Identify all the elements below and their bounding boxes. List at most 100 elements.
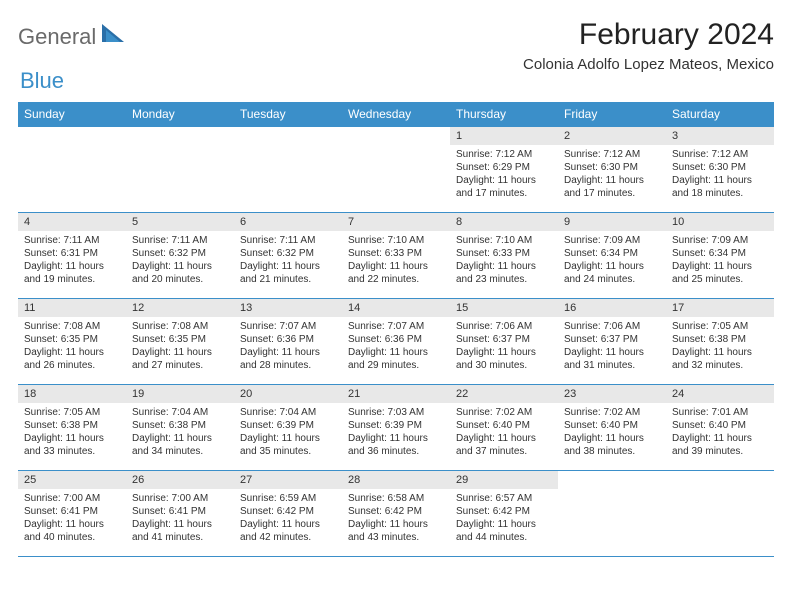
weekday-header: Wednesday — [342, 102, 450, 127]
weekday-header: Thursday — [450, 102, 558, 127]
day-data: Sunrise: 7:09 AMSunset: 6:34 PMDaylight:… — [666, 231, 774, 290]
day-number: 24 — [666, 385, 774, 403]
day-number: 14 — [342, 299, 450, 317]
day-number: 29 — [450, 471, 558, 489]
weekday-header-row: SundayMondayTuesdayWednesdayThursdayFrid… — [18, 102, 774, 127]
calendar-cell-empty — [234, 127, 342, 213]
calendar-row: 4Sunrise: 7:11 AMSunset: 6:31 PMDaylight… — [18, 213, 774, 299]
day-data: Sunrise: 7:02 AMSunset: 6:40 PMDaylight:… — [558, 403, 666, 462]
calendar-row: 11Sunrise: 7:08 AMSunset: 6:35 PMDayligh… — [18, 299, 774, 385]
calendar-cell: 9Sunrise: 7:09 AMSunset: 6:34 PMDaylight… — [558, 213, 666, 299]
calendar-cell: 16Sunrise: 7:06 AMSunset: 6:37 PMDayligh… — [558, 299, 666, 385]
day-data: Sunrise: 7:11 AMSunset: 6:31 PMDaylight:… — [18, 231, 126, 290]
day-number: 1 — [450, 127, 558, 145]
day-data: Sunrise: 7:12 AMSunset: 6:30 PMDaylight:… — [558, 145, 666, 204]
day-number: 26 — [126, 471, 234, 489]
calendar-row: 1Sunrise: 7:12 AMSunset: 6:29 PMDaylight… — [18, 127, 774, 213]
calendar-cell: 20Sunrise: 7:04 AMSunset: 6:39 PMDayligh… — [234, 385, 342, 471]
title-block: February 2024 Colonia Adolfo Lopez Mateo… — [523, 18, 774, 73]
logo-text-general: General — [18, 24, 96, 49]
calendar-cell: 8Sunrise: 7:10 AMSunset: 6:33 PMDaylight… — [450, 213, 558, 299]
day-number: 22 — [450, 385, 558, 403]
calendar-cell: 21Sunrise: 7:03 AMSunset: 6:39 PMDayligh… — [342, 385, 450, 471]
day-data: Sunrise: 7:07 AMSunset: 6:36 PMDaylight:… — [342, 317, 450, 376]
day-number: 3 — [666, 127, 774, 145]
calendar-cell-empty — [126, 127, 234, 213]
calendar-cell: 15Sunrise: 7:06 AMSunset: 6:37 PMDayligh… — [450, 299, 558, 385]
day-number: 4 — [18, 213, 126, 231]
calendar-cell: 1Sunrise: 7:12 AMSunset: 6:29 PMDaylight… — [450, 127, 558, 213]
day-number: 19 — [126, 385, 234, 403]
day-data: Sunrise: 7:11 AMSunset: 6:32 PMDaylight:… — [126, 231, 234, 290]
day-number: 12 — [126, 299, 234, 317]
logo-flag-icon — [102, 22, 130, 44]
calendar-cell: 28Sunrise: 6:58 AMSunset: 6:42 PMDayligh… — [342, 471, 450, 557]
calendar-cell: 23Sunrise: 7:02 AMSunset: 6:40 PMDayligh… — [558, 385, 666, 471]
day-data: Sunrise: 7:05 AMSunset: 6:38 PMDaylight:… — [666, 317, 774, 376]
calendar-cell: 19Sunrise: 7:04 AMSunset: 6:38 PMDayligh… — [126, 385, 234, 471]
day-data: Sunrise: 7:08 AMSunset: 6:35 PMDaylight:… — [18, 317, 126, 376]
weekday-header: Sunday — [18, 102, 126, 127]
day-number: 15 — [450, 299, 558, 317]
day-number: 13 — [234, 299, 342, 317]
day-number: 16 — [558, 299, 666, 317]
calendar-table: SundayMondayTuesdayWednesdayThursdayFrid… — [18, 102, 774, 557]
day-number: 5 — [126, 213, 234, 231]
day-number: 27 — [234, 471, 342, 489]
day-data: Sunrise: 7:05 AMSunset: 6:38 PMDaylight:… — [18, 403, 126, 462]
day-data: Sunrise: 7:12 AMSunset: 6:30 PMDaylight:… — [666, 145, 774, 204]
calendar-cell: 25Sunrise: 7:00 AMSunset: 6:41 PMDayligh… — [18, 471, 126, 557]
location-label: Colonia Adolfo Lopez Mateos, Mexico — [523, 56, 774, 73]
day-data: Sunrise: 7:09 AMSunset: 6:34 PMDaylight:… — [558, 231, 666, 290]
day-data: Sunrise: 7:04 AMSunset: 6:38 PMDaylight:… — [126, 403, 234, 462]
day-number: 28 — [342, 471, 450, 489]
day-data: Sunrise: 7:01 AMSunset: 6:40 PMDaylight:… — [666, 403, 774, 462]
calendar-cell-empty — [18, 127, 126, 213]
day-number: 18 — [18, 385, 126, 403]
day-number: 7 — [342, 213, 450, 231]
weekday-header: Saturday — [666, 102, 774, 127]
weekday-header: Friday — [558, 102, 666, 127]
day-number: 9 — [558, 213, 666, 231]
calendar-row: 25Sunrise: 7:00 AMSunset: 6:41 PMDayligh… — [18, 471, 774, 557]
day-number: 25 — [18, 471, 126, 489]
calendar-cell: 14Sunrise: 7:07 AMSunset: 6:36 PMDayligh… — [342, 299, 450, 385]
day-number: 10 — [666, 213, 774, 231]
day-data: Sunrise: 6:57 AMSunset: 6:42 PMDaylight:… — [450, 489, 558, 548]
day-data: Sunrise: 7:06 AMSunset: 6:37 PMDaylight:… — [558, 317, 666, 376]
day-number: 23 — [558, 385, 666, 403]
calendar-cell: 17Sunrise: 7:05 AMSunset: 6:38 PMDayligh… — [666, 299, 774, 385]
day-number: 11 — [18, 299, 126, 317]
calendar-cell: 18Sunrise: 7:05 AMSunset: 6:38 PMDayligh… — [18, 385, 126, 471]
calendar-cell: 7Sunrise: 7:10 AMSunset: 6:33 PMDaylight… — [342, 213, 450, 299]
page: General Blue February 2024 Colonia Adolf… — [0, 0, 792, 565]
page-title: February 2024 — [523, 18, 774, 52]
day-number: 2 — [558, 127, 666, 145]
calendar-cell: 24Sunrise: 7:01 AMSunset: 6:40 PMDayligh… — [666, 385, 774, 471]
calendar-cell: 10Sunrise: 7:09 AMSunset: 6:34 PMDayligh… — [666, 213, 774, 299]
logo: General Blue — [18, 22, 130, 94]
calendar-row: 18Sunrise: 7:05 AMSunset: 6:38 PMDayligh… — [18, 385, 774, 471]
calendar-cell-empty — [558, 471, 666, 557]
calendar-cell: 11Sunrise: 7:08 AMSunset: 6:35 PMDayligh… — [18, 299, 126, 385]
calendar-body: 1Sunrise: 7:12 AMSunset: 6:29 PMDaylight… — [18, 127, 774, 557]
calendar-cell: 12Sunrise: 7:08 AMSunset: 6:35 PMDayligh… — [126, 299, 234, 385]
calendar-cell: 27Sunrise: 6:59 AMSunset: 6:42 PMDayligh… — [234, 471, 342, 557]
calendar-cell: 5Sunrise: 7:11 AMSunset: 6:32 PMDaylight… — [126, 213, 234, 299]
calendar-cell: 2Sunrise: 7:12 AMSunset: 6:30 PMDaylight… — [558, 127, 666, 213]
day-number: 21 — [342, 385, 450, 403]
calendar-cell: 29Sunrise: 6:57 AMSunset: 6:42 PMDayligh… — [450, 471, 558, 557]
calendar-cell: 6Sunrise: 7:11 AMSunset: 6:32 PMDaylight… — [234, 213, 342, 299]
day-data: Sunrise: 7:06 AMSunset: 6:37 PMDaylight:… — [450, 317, 558, 376]
day-data: Sunrise: 7:00 AMSunset: 6:41 PMDaylight:… — [18, 489, 126, 548]
logo-text-blue: Blue — [20, 68, 130, 94]
calendar-cell: 3Sunrise: 7:12 AMSunset: 6:30 PMDaylight… — [666, 127, 774, 213]
day-data: Sunrise: 7:02 AMSunset: 6:40 PMDaylight:… — [450, 403, 558, 462]
day-data: Sunrise: 7:10 AMSunset: 6:33 PMDaylight:… — [450, 231, 558, 290]
day-data: Sunrise: 7:10 AMSunset: 6:33 PMDaylight:… — [342, 231, 450, 290]
calendar-cell: 22Sunrise: 7:02 AMSunset: 6:40 PMDayligh… — [450, 385, 558, 471]
day-data: Sunrise: 7:08 AMSunset: 6:35 PMDaylight:… — [126, 317, 234, 376]
day-data: Sunrise: 6:59 AMSunset: 6:42 PMDaylight:… — [234, 489, 342, 548]
calendar-cell: 4Sunrise: 7:11 AMSunset: 6:31 PMDaylight… — [18, 213, 126, 299]
calendar-cell-empty — [342, 127, 450, 213]
